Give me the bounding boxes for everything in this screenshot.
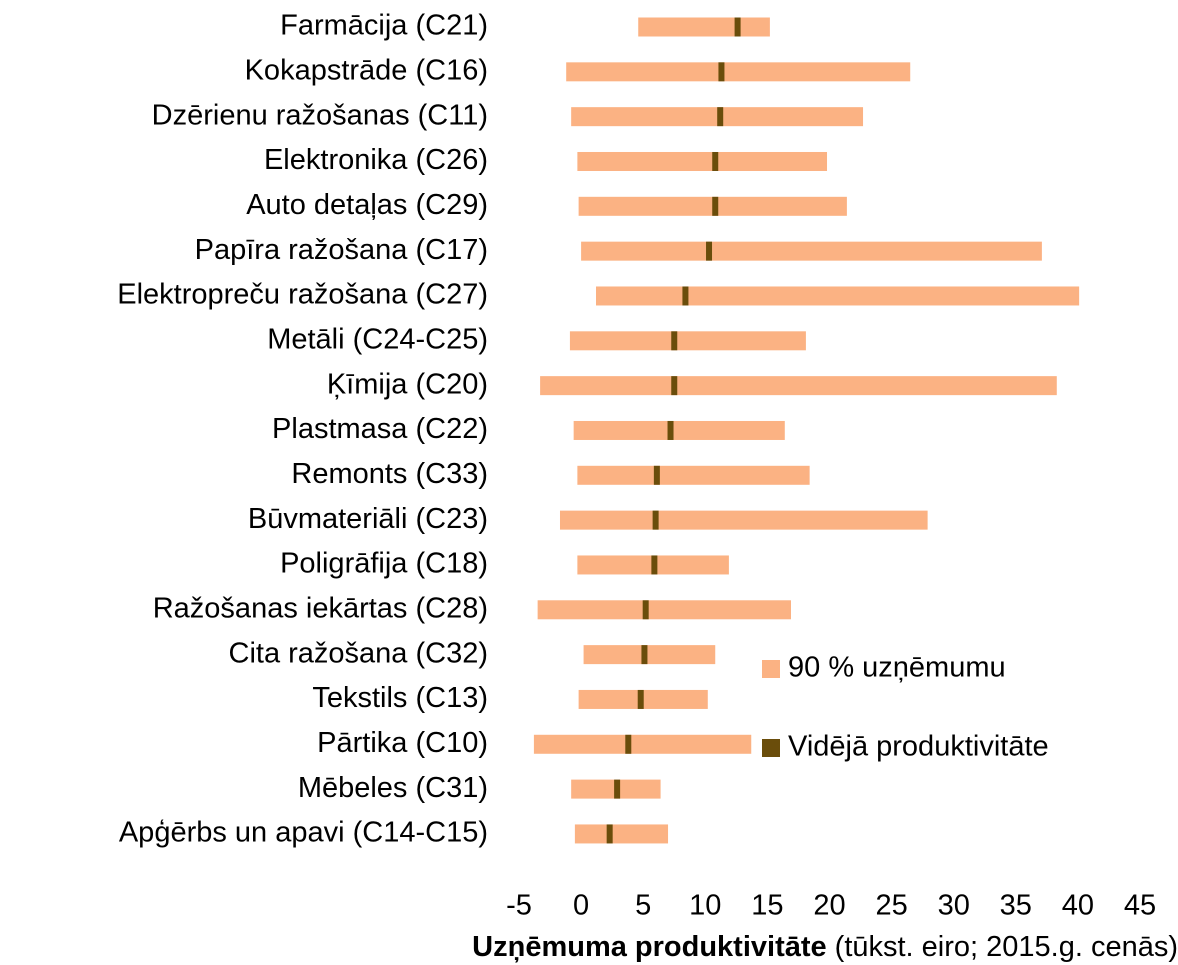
mean-marker	[653, 465, 660, 485]
x-tick-label: 35	[1000, 890, 1032, 922]
y-tick-label: Būvmateriāli (C23)	[248, 503, 488, 535]
y-tick-label: Ražošanas iekārtas (C28)	[153, 592, 488, 624]
range-bar	[569, 331, 806, 351]
legend-label: 90 % uzņēmumu	[788, 652, 1006, 684]
x-tick-label: 5	[635, 890, 651, 922]
x-tick-label: 25	[875, 890, 907, 922]
x-tick-label: 15	[751, 890, 783, 922]
x-tick-label: 45	[1124, 890, 1156, 922]
x-tick-label: 40	[1062, 890, 1094, 922]
mean-marker	[625, 734, 632, 754]
range-bar	[581, 241, 1042, 261]
legend-swatch	[762, 660, 780, 678]
range-bar	[583, 645, 716, 665]
range-bar	[540, 376, 1057, 396]
mean-marker	[614, 779, 621, 799]
range-bar	[577, 151, 828, 171]
range-bar	[566, 62, 911, 82]
x-tick-label: 0	[573, 890, 589, 922]
x-tick-label: -5	[506, 890, 532, 922]
y-tick-label: Kokapstrāde (C16)	[245, 54, 488, 86]
mean-marker	[671, 331, 678, 351]
mean-marker	[667, 420, 674, 440]
y-tick-label: Tekstils (C13)	[312, 682, 488, 714]
y-tick-label: Elektropreču ražošana (C27)	[117, 279, 488, 311]
y-tick-label: Poligrāfija (C18)	[280, 548, 488, 580]
x-tick-label: 20	[813, 890, 845, 922]
x-axis-label-rest: (tūkst. eiro; 2015.g. cenās)	[835, 931, 1178, 963]
y-tick-label: Mēbeles (C31)	[298, 772, 488, 804]
x-axis-label: Uzņēmuma produktivitāte (tūkst. eiro; 201…	[472, 931, 1178, 963]
x-axis-label-bold: Uzņēmuma produktivitāte	[472, 931, 827, 963]
range-bar	[574, 824, 669, 844]
mean-marker	[671, 376, 678, 396]
y-tick-label: Plastmasa (C22)	[272, 413, 488, 445]
y-tick-label: Farmācija (C21)	[280, 10, 488, 42]
range-bar	[537, 600, 791, 620]
range-bar	[559, 510, 928, 530]
legend-label: Vidējā produktivitāte	[788, 731, 1049, 763]
mean-marker	[651, 555, 658, 575]
mean-marker	[712, 196, 719, 216]
mean-marker	[637, 689, 644, 709]
mean-marker	[682, 286, 689, 306]
mean-marker	[642, 600, 649, 620]
mean-marker	[717, 107, 724, 127]
range-bar	[577, 465, 810, 485]
legend-swatch	[762, 739, 780, 757]
mean-marker	[652, 510, 659, 530]
y-tick-label: Remonts (C33)	[291, 458, 488, 490]
x-tick-label: 30	[938, 890, 970, 922]
y-tick-label: Dzērienu ražošanas (C11)	[152, 99, 488, 131]
y-tick-label: Cita ražošana (C32)	[229, 637, 489, 669]
x-tick-label: 10	[689, 890, 721, 922]
y-tick-label: Papīra ražošana (C17)	[195, 234, 488, 266]
mean-marker	[734, 17, 741, 37]
range-bar	[638, 17, 770, 37]
mean-marker	[706, 241, 713, 261]
range-bar	[573, 420, 785, 440]
y-tick-label: Pārtika (C10)	[317, 727, 488, 759]
mean-marker	[718, 62, 725, 82]
range-bar	[596, 286, 1080, 306]
y-tick-label: Elektronika (C26)	[264, 144, 488, 176]
mean-marker	[606, 824, 613, 844]
range-bar	[533, 734, 752, 754]
y-tick-label: Ķīmija (C20)	[327, 368, 488, 400]
mean-marker	[712, 151, 719, 171]
mean-marker	[641, 645, 648, 665]
y-tick-label: Metāli (C24-C25)	[267, 323, 488, 355]
y-tick-label: Apģērbs un apavi (C14-C15)	[119, 817, 488, 849]
range-bar	[571, 107, 864, 127]
y-tick-label: Auto detaļas (C29)	[246, 189, 488, 221]
